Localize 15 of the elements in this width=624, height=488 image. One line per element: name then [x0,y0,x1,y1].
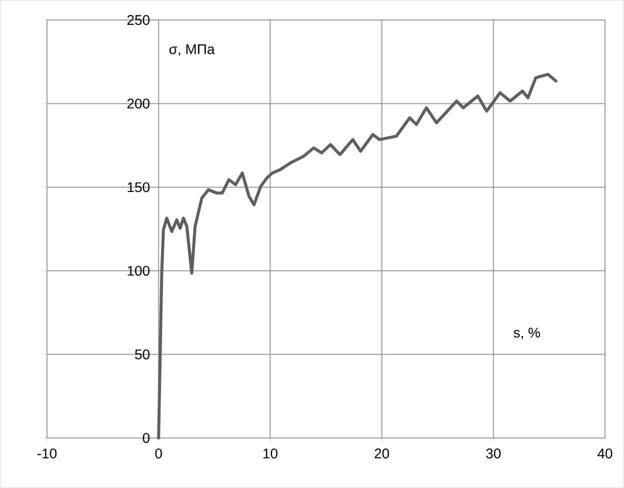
y-tick-label: 100 [128,266,150,276]
y-tick-label: 50 [135,349,150,360]
y-tick-label: 150 [128,182,150,192]
x-tick-label: 30 [486,448,501,458]
x-tick-label: -10 [38,448,57,458]
x-tick-label: 10 [263,448,278,458]
line-series [157,72,558,440]
x-axis-title: s, % [514,328,540,340]
y-tick-label: 250 [127,15,150,25]
x-tick-label: 40 [598,448,612,458]
y-tick-label: 200 [127,98,150,109]
y-axis-title: σ, МПа [169,44,215,56]
y-tick-label: 0 [142,433,150,443]
x-tick-label: 0 [155,448,162,458]
x-tick-label: 20 [374,448,390,458]
